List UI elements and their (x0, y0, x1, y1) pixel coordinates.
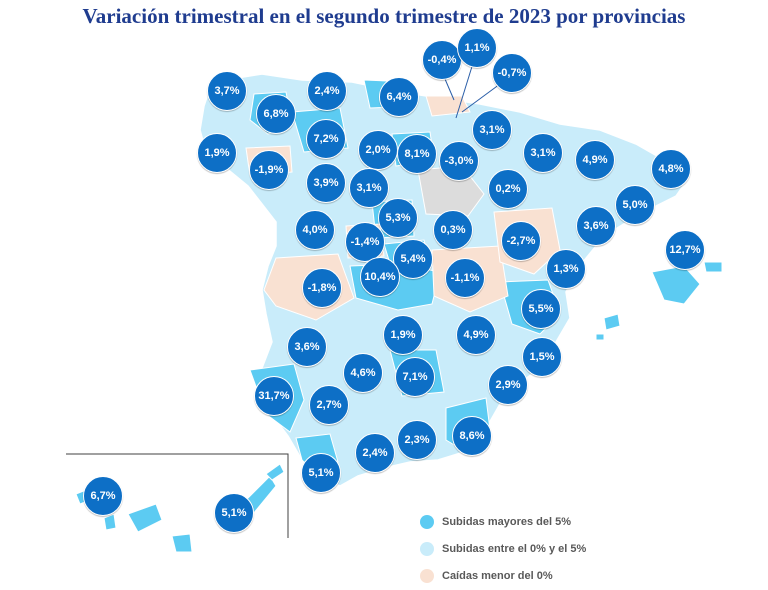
value-badge: 2,3% (397, 420, 437, 460)
value-badge: -1,4% (345, 222, 385, 262)
value-badge: 7,2% (306, 119, 346, 159)
value-badge: 3,7% (207, 71, 247, 111)
legend-label: Subidas entre el 0% y el 5% (442, 543, 587, 555)
value-badge: 2,7% (309, 385, 349, 425)
legend-swatch-high (420, 515, 434, 529)
value-badge: -0,4% (422, 40, 462, 80)
value-badge: -1,9% (249, 150, 289, 190)
value-badge: 3,9% (306, 163, 346, 203)
value-badge: 5,5% (521, 289, 561, 329)
value-badge: 8,6% (452, 416, 492, 456)
value-badge: -3,0% (439, 141, 479, 181)
legend-item-mid: Subidas entre el 0% y el 5% (420, 541, 586, 557)
value-badge: 31,7% (254, 376, 294, 416)
value-badge: 4,0% (295, 210, 335, 250)
value-badge: 5,1% (301, 453, 341, 493)
value-badge: 5,0% (615, 185, 655, 225)
value-badge: 4,6% (343, 353, 383, 393)
value-badge: 6,7% (83, 476, 123, 516)
island-canary (265, 463, 285, 481)
value-badge: 3,1% (349, 168, 389, 208)
value-badge: 3,6% (287, 327, 327, 367)
legend-label: Caídas menor del 0% (442, 570, 553, 582)
legend-item-high: Subidas mayores del 5% (420, 514, 571, 530)
value-badge: 6,8% (256, 94, 296, 134)
legend-label: Subidas mayores del 5% (442, 516, 571, 528)
island-canary (171, 533, 193, 553)
value-badge: 1,9% (383, 315, 423, 355)
value-badge: -1,8% (302, 268, 342, 308)
leader-line (461, 83, 501, 113)
island-mallorca (651, 265, 701, 305)
value-badge: 2,9% (488, 365, 528, 405)
legend-item-low: Caídas menor del 0% (420, 568, 553, 584)
value-badge: 10,4% (360, 257, 400, 297)
island-ibiza (603, 313, 621, 331)
island-formentera (595, 333, 605, 341)
value-badge: -1,1% (445, 258, 485, 298)
value-badge: 3,1% (523, 133, 563, 173)
leader-line (455, 59, 475, 119)
value-badge: 0,3% (433, 210, 473, 250)
legend-swatch-low (420, 569, 434, 583)
region-low (425, 95, 471, 117)
value-badge: 8,1% (397, 134, 437, 174)
value-badge: 2,4% (355, 433, 395, 473)
legend-swatch-mid (420, 542, 434, 556)
value-badge: 0,2% (488, 169, 528, 209)
value-badge: 12,7% (665, 230, 705, 270)
value-badge: 2,0% (358, 130, 398, 170)
value-badge: 1,3% (546, 249, 586, 289)
value-badge: -2,7% (501, 221, 541, 261)
value-badge: 5,3% (378, 198, 418, 238)
map-title: Variación trimestral en el segundo trime… (82, 4, 686, 28)
value-badge: 4,9% (456, 315, 496, 355)
value-badge: 2,4% (307, 71, 347, 111)
island-canary (127, 503, 163, 533)
value-badge: 1,9% (197, 133, 237, 173)
value-badge: 4,8% (651, 149, 691, 189)
island-canary (103, 513, 117, 531)
value-badge: -0,7% (492, 53, 532, 93)
value-badge: 1,1% (457, 28, 497, 68)
island-menorca (703, 261, 723, 273)
value-badge: 6,4% (379, 77, 419, 117)
value-badge: 3,6% (576, 206, 616, 246)
value-badge: 4,9% (575, 140, 615, 180)
canary-inset-frame (66, 453, 289, 538)
value-badge: 1,5% (522, 337, 562, 377)
value-badge: 3,1% (472, 110, 512, 150)
value-badge: 5,1% (214, 493, 254, 533)
value-badge: 7,1% (395, 357, 435, 397)
